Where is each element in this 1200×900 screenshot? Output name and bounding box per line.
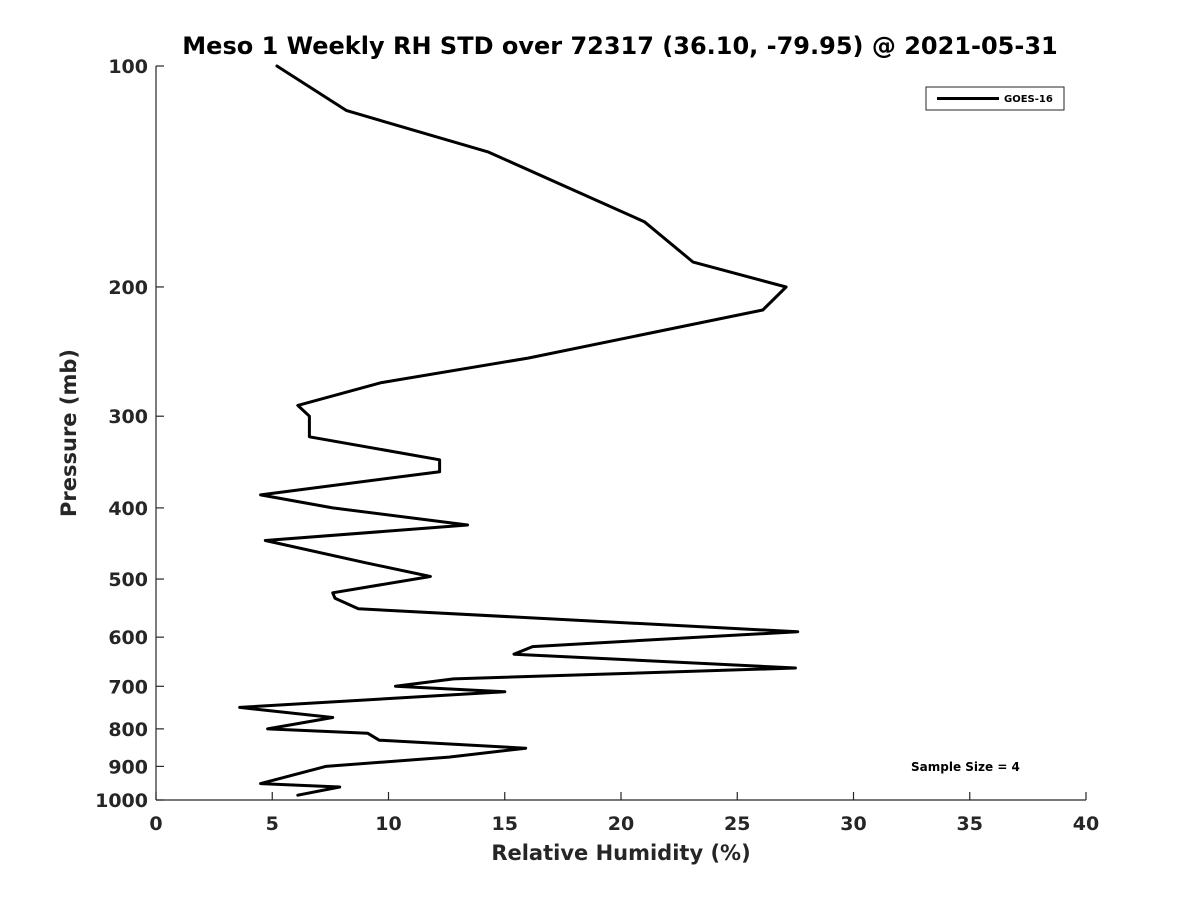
chart-title: Meso 1 Weekly RH STD over 72317 (36.10, … [182,32,1057,60]
series-layer [238,64,800,797]
y-tick-label: 900 [108,756,148,778]
y-tick-label: 1000 [95,790,148,812]
x-axis-label: Relative Humidity (%) [491,841,750,865]
x-tick-label: 40 [1073,813,1099,835]
x-tick-label: 35 [957,813,983,835]
y-tick-label: 800 [108,719,148,741]
y-tick-label: 700 [108,676,148,698]
x-tick-label: 0 [149,813,162,835]
legend: GOES-16 [925,86,1065,111]
legend-label-goes-16: GOES-16 [1004,94,1053,105]
y-tick-label: 400 [108,498,148,520]
y-tick-label: 100 [108,56,148,78]
x-tick-label: 30 [840,813,866,835]
x-ticks: 0 5 10 15 20 25 30 35 40 [149,792,1099,835]
y-tick-label: 600 [108,627,148,649]
x-tick-label: 5 [266,813,279,835]
x-tick-label: 20 [608,813,634,835]
x-tick-label: 25 [724,813,750,835]
series-line-goes-16 [238,64,800,797]
sample-size-annotation: Sample Size = 4 [911,760,1020,774]
x-tick-label: 10 [375,813,401,835]
x-tick-label: 15 [492,813,518,835]
y-tick-label: 500 [108,569,148,591]
y-tick-label: 300 [108,406,148,428]
y-ticks: 100 200 300 400 500 600 700 800 900 1000 [95,56,164,812]
y-axis-label: Pressure (mb) [57,349,81,517]
y-tick-label: 200 [108,277,148,299]
